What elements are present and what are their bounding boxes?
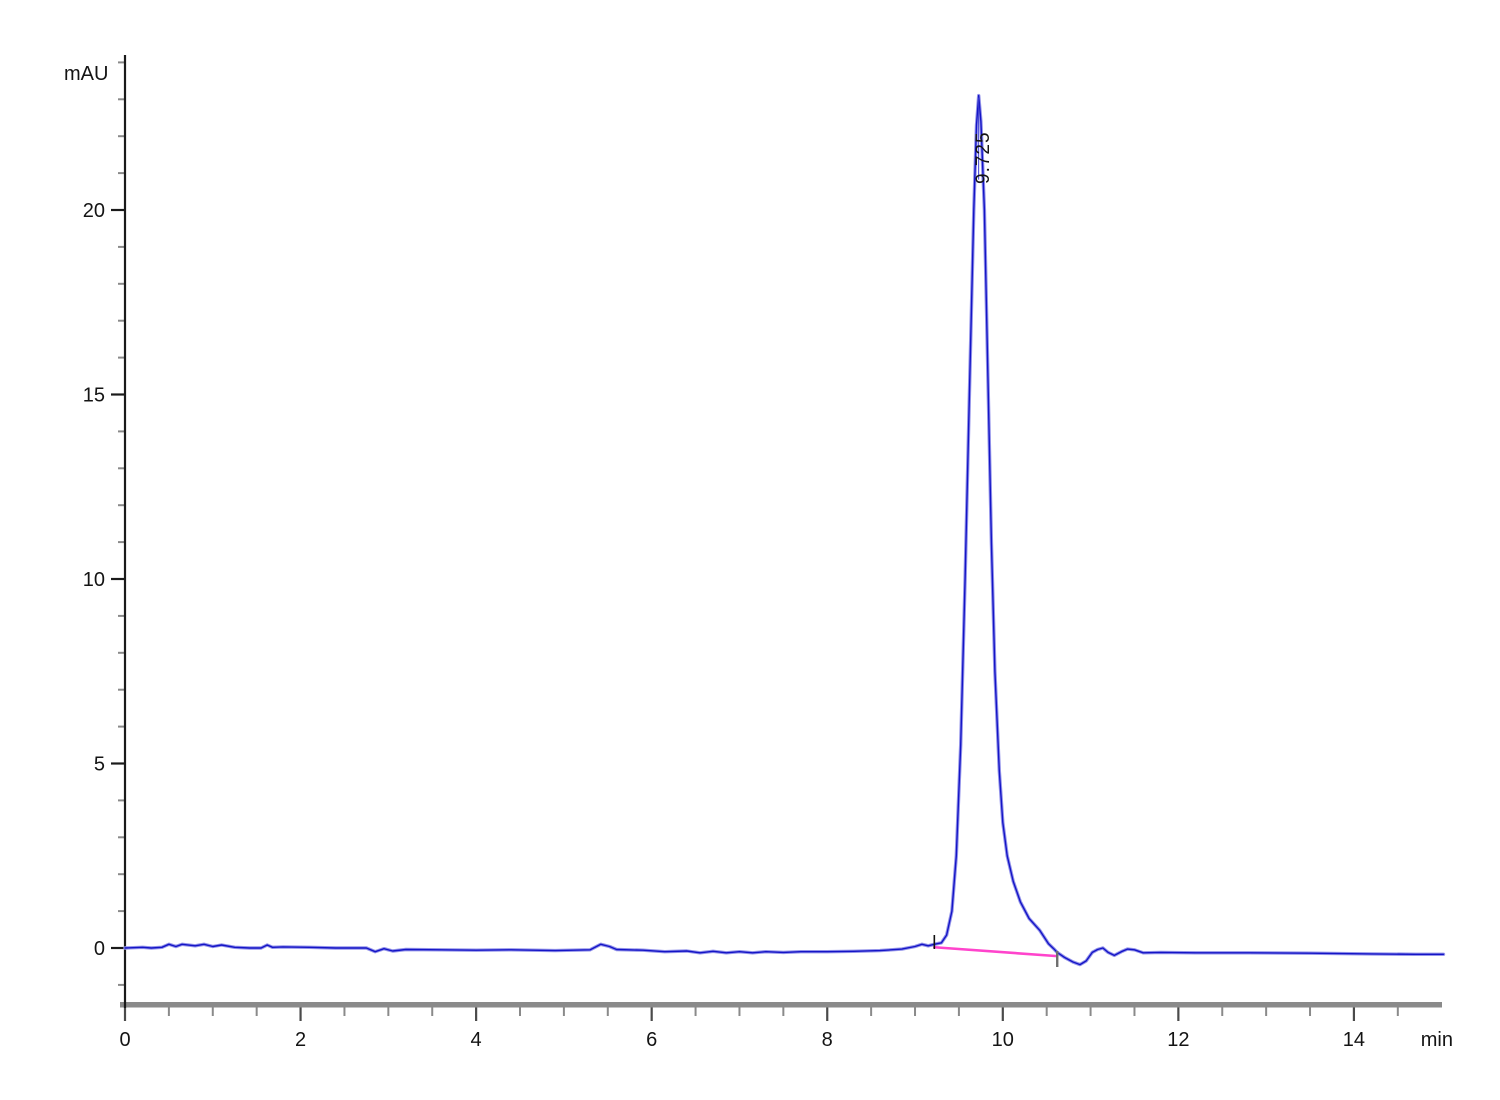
signal-trace xyxy=(124,94,1445,966)
x-axis-bar xyxy=(120,1002,1442,1008)
y-tick-label: 0 xyxy=(94,938,105,960)
x-tick-label: 14 xyxy=(1343,1029,1365,1051)
x-axis-unit-label: min xyxy=(1421,1029,1453,1051)
x-tick-label: 6 xyxy=(646,1029,657,1051)
integration-baseline xyxy=(933,945,1059,958)
y-tick-label: 20 xyxy=(83,200,105,222)
x-tick-label: 2 xyxy=(295,1029,306,1051)
x-tick-label: 8 xyxy=(822,1029,833,1051)
signal-trace-halo xyxy=(123,93,1446,967)
y-tick-label: 10 xyxy=(83,569,105,591)
y-tick-label: 5 xyxy=(94,754,105,776)
x-tick-label: 12 xyxy=(1167,1029,1189,1051)
peak-retention-time-label: 9.725 xyxy=(973,131,994,184)
trace-group xyxy=(123,93,1446,967)
x-tick-label: 10 xyxy=(992,1029,1014,1051)
y-axis-unit-label: mAU xyxy=(64,63,108,85)
x-tick-label: 4 xyxy=(471,1029,482,1051)
axes-group: 0 2 4 6 8 10 12 14 0 5 10 15 20 xyxy=(83,55,1442,1051)
y-tick-label: 15 xyxy=(83,385,105,407)
x-tick-label: 0 xyxy=(119,1029,130,1051)
